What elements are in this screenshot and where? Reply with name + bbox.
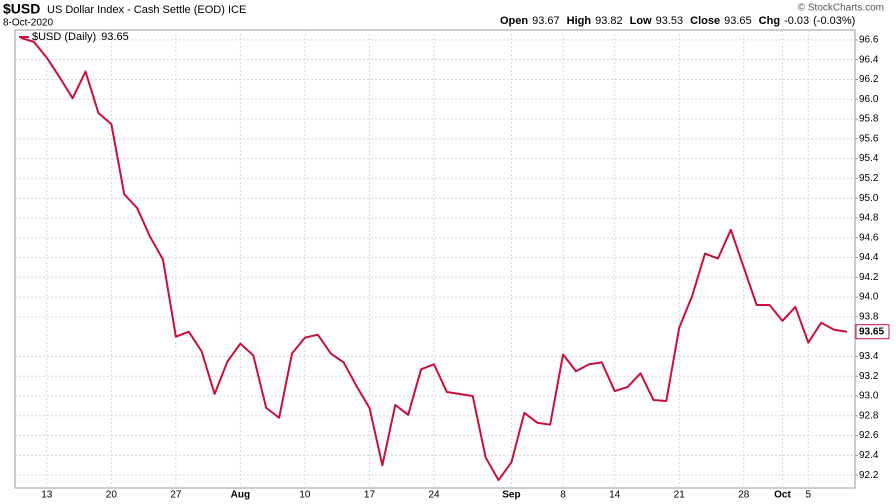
y-tick-label: 93.0 [859,391,879,402]
x-tick-label: Aug [231,490,250,501]
credit: © StockCharts.com [798,3,884,14]
x-tick-label: 10 [299,490,311,501]
x-tick-label: 17 [364,490,376,501]
symbol: $USD [3,1,40,17]
y-tick-label: 92.4 [859,450,879,461]
plot: 92.2 92.4 92.6 92.8 93.0 93.2 93.4 93.8 94.0 94.2… [15,30,890,501]
last-price-box [855,324,890,340]
instrument-name: US Dollar Index - Cash Settle (EOD) [47,4,225,16]
legend-value: 93.65 [101,31,129,43]
y-tick-label: 96.0 [859,94,879,105]
stat-value: (-0.03%) [813,15,855,27]
date: 8-Oct-2020 [3,18,53,29]
y-tick-label: 94.6 [859,232,879,243]
stat-label: Low [630,15,652,27]
x-tick-label: 28 [738,490,750,501]
y-tick-label: 95.8 [859,114,879,125]
y-tick-label: 94.4 [859,252,879,263]
exchange: ICE [228,4,246,16]
x-tick-label: 5 [806,490,812,501]
y-tick-label: 96.4 [859,54,879,65]
y-tick-label: 96.6 [859,35,879,46]
x-tick-label: 14 [609,490,621,501]
stats: Open 93.67 High 93.82 Low 93.53 Close 93.65 Chg -… [500,15,855,27]
y-tick-label: 93.4 [859,351,879,362]
x-tick-label: 27 [170,490,182,501]
stat-value: 93.53 [656,15,684,27]
x-tick-label: 21 [674,490,686,501]
y-tick-label: 94.2 [859,272,879,283]
price-line [20,36,848,482]
stat-label: Chg [759,15,780,27]
y-tick-label: 94.8 [859,213,879,224]
stat-label: Open [500,15,528,27]
y-tick-label: 95.6 [859,133,879,144]
y-tick-label: 92.6 [859,430,879,441]
x-tick-label: Sep [502,490,520,501]
x-tick-label: 20 [106,490,118,501]
x-tick-label: Oct [774,490,791,501]
y-tick-label: 93.8 [859,312,879,323]
y-tick-label: 92.8 [859,410,879,421]
y-tick-label: 92.2 [859,470,879,481]
stat-value: 93.65 [724,15,752,27]
y-tick-label: 94.0 [859,292,879,303]
stat-label: Close [690,15,720,27]
last-price-label: 93.65 [859,326,884,337]
stat-value: -0.03 [784,15,809,27]
x-tick-label: 8 [560,490,566,501]
y-tick-label: 93.2 [859,371,879,382]
stat-value: 93.67 [532,15,560,27]
y-tick-label: 95.0 [859,193,879,204]
x-tick-label: 13 [41,490,53,501]
stat-value: 93.82 [595,15,623,27]
y-tick-label: 95.4 [859,153,879,164]
stat-label: High [567,15,592,27]
y-tick-label: 95.2 [859,173,879,184]
x-tick-label: 24 [428,490,440,501]
y-tick-label: 96.2 [859,74,879,85]
plot-frame [14,29,856,489]
legend-label: $USD (Daily) [32,31,96,43]
